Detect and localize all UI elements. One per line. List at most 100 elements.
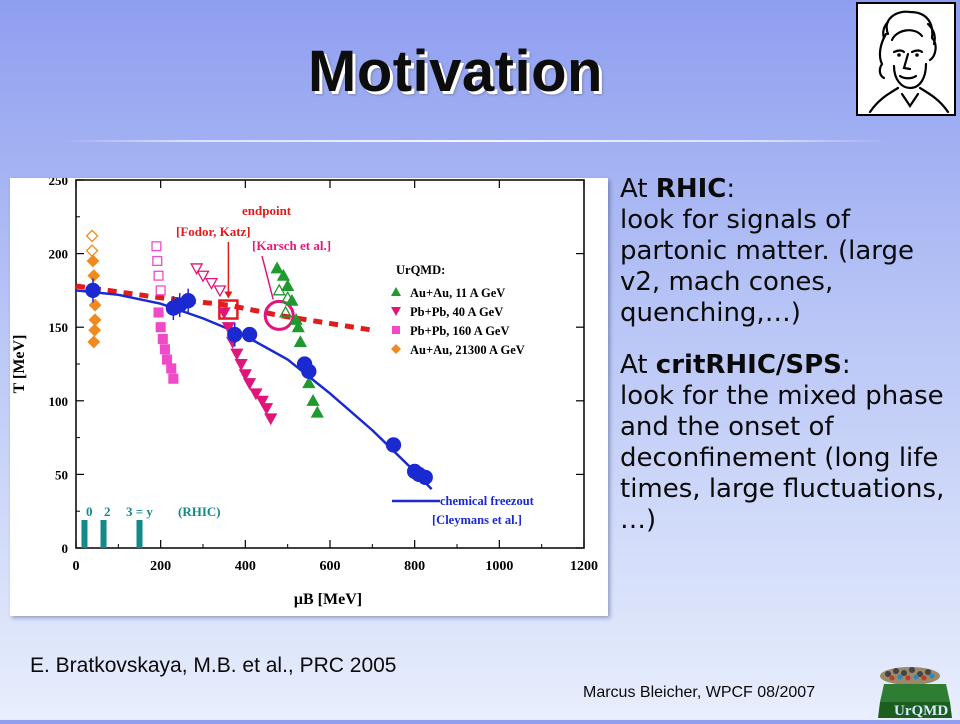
x-tick-label: 1000 [485,559,513,574]
data-point [264,413,278,426]
data-point [270,261,284,274]
data-point-open [204,277,219,290]
data-point [306,393,320,406]
legend-label: Au+Au, 11 A GeV [410,286,505,300]
data-point-open [152,255,163,267]
data-point [249,388,263,401]
data-point-open [190,263,204,276]
data-point-open [213,285,227,298]
data-point [242,378,257,390]
logo-text: UrQMD [894,703,948,719]
data-point-open [155,285,166,296]
karsch-point [263,299,295,331]
data-point-open [196,270,210,283]
data-point [161,354,173,365]
title-divider [62,140,888,142]
data-point [310,405,324,418]
data-point [281,279,295,292]
data-point [291,320,305,333]
legend-marker [392,326,400,334]
data-point [88,298,102,312]
data-point [385,437,402,453]
rapidity-bar [136,520,143,548]
plot-frame [75,179,585,549]
sps-text: look for the mixed phase and the onset o… [620,381,945,535]
karsch-arrow [261,255,274,300]
karsch-label: [Karsch et al.] [252,238,331,253]
legend-title: UrQMD: [396,263,445,277]
data-point [234,358,248,371]
phase-diagram-chart: T [MeV] μB [MeV] endpoint [Fodor, Katz] … [10,178,608,616]
data-point [241,326,258,343]
data-point [157,333,168,345]
crossover-dashed-line [75,283,373,333]
data-point [217,307,231,320]
rapidity-2-label: 2 [104,504,111,519]
data-point [255,395,269,408]
rhic-text: look for signals of partonic matter. (la… [620,205,914,328]
data-point [276,268,291,281]
legend-label: Au+Au, 21300 A GeV [410,343,525,357]
data-point [168,373,179,384]
data-point [302,376,316,389]
data-point [221,322,236,335]
notes-panel: At RHIC: look for signals of partonic ma… [620,174,950,536]
data-point [88,313,102,327]
rapidity-bar [81,520,88,548]
rapidity-3-label: 3 = y [126,504,153,519]
x-tick-label: 200 [150,559,171,574]
x-tick-label: 400 [235,559,256,574]
data-point [259,403,274,415]
legend-marker [391,344,401,354]
y-tick-label: 50 [55,467,68,482]
data-point [87,269,101,283]
rhic-heading: At RHIC: [620,174,736,204]
y-tick-label: 0 [62,541,69,556]
y-tick-label: 200 [49,247,69,262]
data-point [166,363,177,374]
data-point [153,307,164,318]
legend-marker [391,307,401,316]
freezeout-label: chemical freezout [440,494,535,508]
freezeout-ref: [Cleymans et al.] [432,513,522,527]
fodor-label: [Fodor, Katz] [176,224,251,239]
data-point [88,323,102,337]
data-point [230,348,244,361]
data-point [155,322,166,333]
y-tick-label: 250 [49,178,69,188]
x-tick-label: 1200 [570,559,598,574]
data-point-open [85,244,99,258]
data-point-open [85,229,99,243]
data-point-open [278,305,293,318]
data-point [238,369,252,382]
y-axis-label: T [MeV] [11,335,28,394]
data-point [86,254,100,268]
footer-author: Marcus Bleicher, WPCF 08/2007 [583,684,816,701]
rapidity-0-label: 0 [86,504,93,519]
data-point [301,363,317,380]
urqmd-logo: UrQMD [866,662,958,720]
data-point-open [153,270,164,281]
data-point [293,335,307,347]
legend-marker [391,287,401,296]
goethe-portrait-icon [856,2,956,116]
x-tick-label: 800 [404,559,425,574]
data-point [87,335,101,349]
y-tick-label: 100 [49,394,69,409]
citation: E. Bratkovskaya, M.B. et al., PRC 2005 [30,654,397,677]
x-tick-label: 600 [320,559,341,574]
legend-label: Pb+Pb, 160 A GeV [410,324,510,338]
chart-legend: UrQMD: Au+Au, 11 A GeV Pb+Pb, 40 A GeV Pb+… [391,263,525,357]
endpoint-label: endpoint [242,203,292,218]
endpoint-arrowhead [224,291,233,299]
x-axis-label: μB [MeV] [294,591,362,608]
sps-heading: At critRHIC/SPS: [620,350,851,380]
data-point [417,469,433,485]
x-tick-label: 0 [73,559,80,574]
data-point [159,344,170,355]
data-point [285,293,299,306]
legend-label: Pb+Pb, 40 A GeV [410,305,503,319]
data-point-open [151,241,162,252]
phase-diagram-svg: T [MeV] μB [MeV] endpoint [Fodor, Katz] … [11,178,598,608]
slide-title: Motivation [308,39,603,104]
